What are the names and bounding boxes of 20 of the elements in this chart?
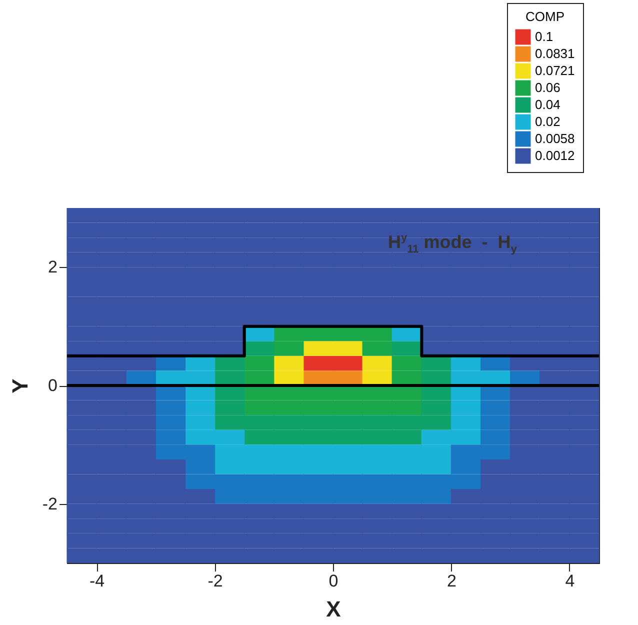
x-tick-label: 2 [446, 572, 456, 590]
x-tick-label: 0 [328, 572, 338, 590]
legend-label: 0.06 [535, 80, 560, 95]
legend-label: 0.0831 [535, 46, 575, 61]
x-tick-label: 4 [565, 572, 575, 590]
annotation: H$^{y}$$_{11}$ mode - H$_{y}$ [388, 232, 517, 256]
x-axis-title: X [326, 596, 342, 622]
legend-label: 0.0721 [535, 63, 575, 78]
x-tick-label: -2 [208, 572, 223, 590]
x-tick-label: -4 [89, 572, 105, 590]
legend-label: 0.02 [535, 114, 560, 129]
y-tick-label: -2 [42, 494, 58, 514]
legend-label: 0.0012 [535, 148, 575, 163]
y-axis-title: Y [7, 378, 32, 394]
legend-label: 0.0058 [535, 131, 575, 146]
legend-label: 0.1 [535, 29, 554, 44]
legend-title: COMP [526, 9, 564, 24]
y-tick-label: 2 [48, 258, 58, 277]
y-tick-label: 0 [48, 376, 58, 395]
legend-label: 0.04 [535, 97, 560, 112]
